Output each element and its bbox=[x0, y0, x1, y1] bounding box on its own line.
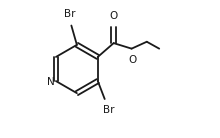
Text: N: N bbox=[47, 77, 54, 87]
Text: Br: Br bbox=[103, 105, 115, 115]
Text: O: O bbox=[110, 11, 118, 21]
Text: O: O bbox=[128, 55, 136, 65]
Text: Br: Br bbox=[64, 9, 76, 19]
